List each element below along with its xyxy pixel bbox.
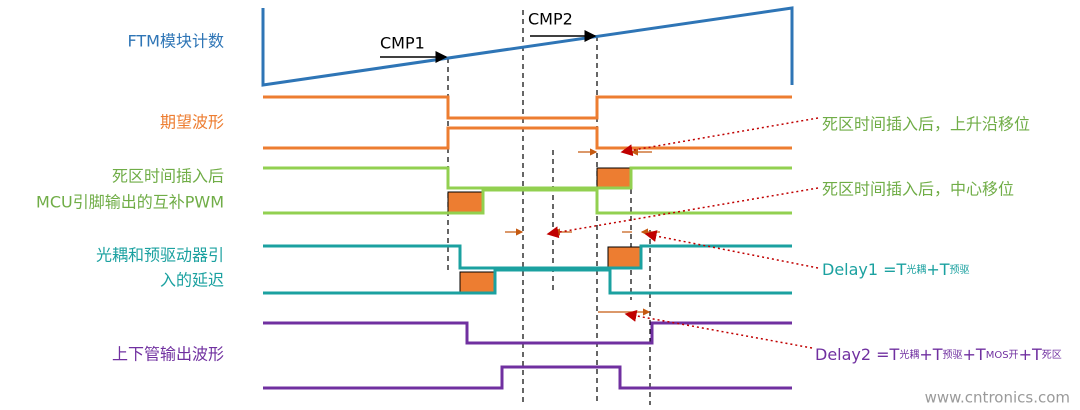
cmp2-label: CMP2 [528, 10, 573, 29]
formula-part: +T [963, 345, 986, 364]
shift-arrows [505, 148, 660, 316]
cmp1-label: CMP1 [380, 34, 425, 53]
formula-part: 预驱 [943, 349, 963, 361]
counter-label: FTM模块计数 [127, 32, 224, 51]
formula-part: MOS开 [986, 350, 1019, 361]
expected-label: 期望波形 [160, 113, 224, 132]
formula-part: +T [1019, 345, 1042, 364]
watermark: www.cntronics.com [925, 389, 1070, 407]
formula-part: 光耦 [906, 263, 926, 276]
annotation: 死区时间插入后，中心移位 [822, 180, 1014, 199]
driver-label: 光耦和预驱动器引 [96, 246, 224, 265]
counter-wave [261, 6, 794, 87]
driver-label: 入的延迟 [160, 271, 224, 290]
mcu-label: 死区时间插入后 [112, 167, 224, 186]
output-label: 上下管输出波形 [112, 345, 224, 364]
formula-part: Delay2 =T [815, 345, 900, 364]
annotation: 死区时间插入后，上升沿移位 [822, 115, 1030, 134]
driver-wave [263, 244, 792, 295]
delay1-formula: Delay1 =T光耦+T预驱 [822, 260, 970, 279]
expected-wave [263, 95, 792, 150]
formula-part: 预驱 [950, 264, 970, 276]
formula-part: Delay1 =T [822, 260, 907, 279]
delay2-formula: Delay2 =T光耦+T预驱+TMOS开+T死区 [815, 345, 1062, 364]
formula-part: +T [926, 260, 949, 279]
formula-part: 死区 [1042, 349, 1062, 361]
output-wave [263, 321, 792, 390]
formula-part: +T [919, 345, 942, 364]
mcu-wave [263, 166, 792, 215]
callout-lines [546, 117, 819, 349]
formula-part: 光耦 [899, 348, 919, 361]
mcu-label: MCU引脚输出的互补PWM [36, 193, 224, 212]
